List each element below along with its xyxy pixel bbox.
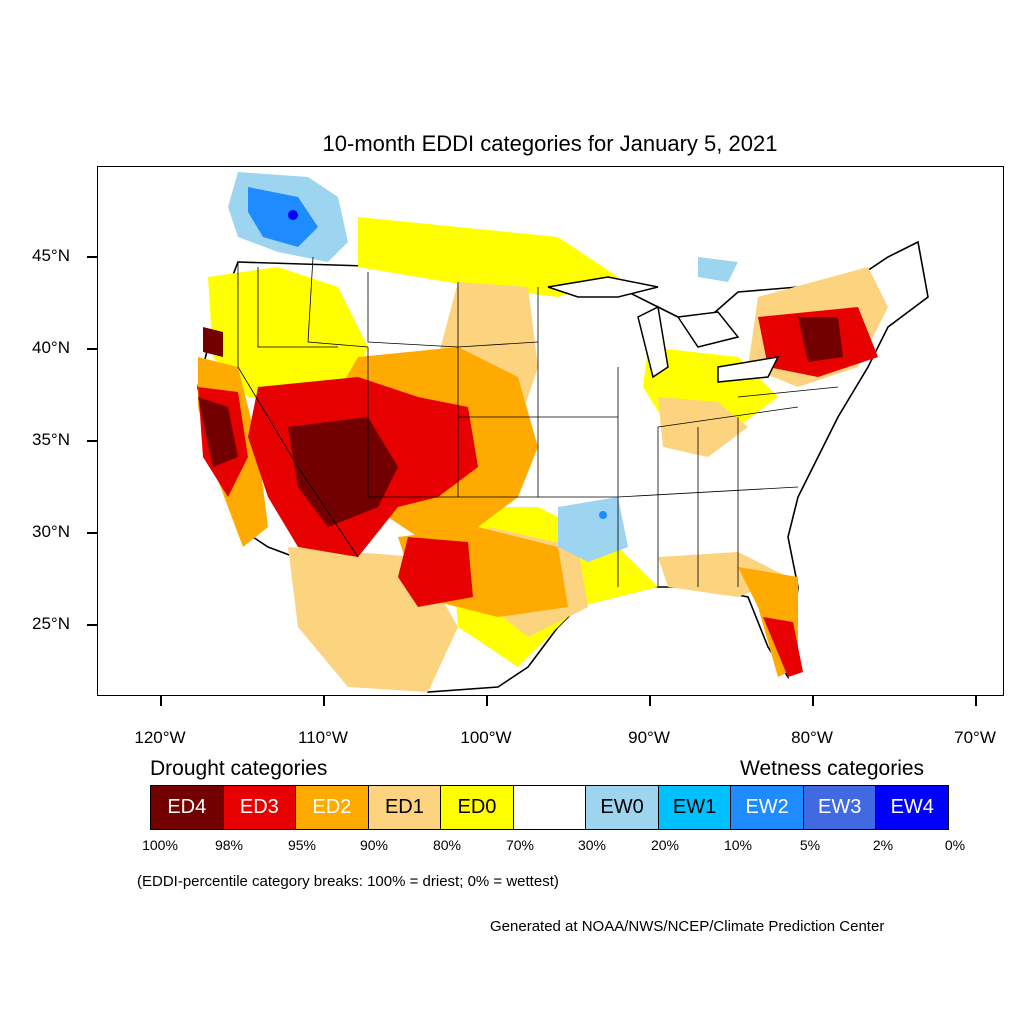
legend-swatch-ew1: EW1 <box>658 786 732 829</box>
wetness-categories-heading: Wetness categories <box>740 757 925 780</box>
map-title: 10-month EDDI categories for January 5, … <box>322 131 778 156</box>
credit-line: Generated at NOAA/NWS/NCEP/Climate Predi… <box>490 918 885 935</box>
ed4-oregon <box>203 327 223 357</box>
legend-color-bar: ED4 ED3 ED2 ED1 ED0 EW0 EW1 EW2 EW3 EW4 <box>150 785 949 830</box>
ed1-ohio <box>658 397 748 457</box>
break-label: 0% <box>944 837 966 853</box>
break-label: 95% <box>287 837 317 853</box>
legend-label: ED1 <box>384 796 424 818</box>
legend-label: ED4 <box>167 796 207 818</box>
ed3-texas-panhandle <box>398 537 473 607</box>
legend-swatch-ew2: EW2 <box>731 786 804 829</box>
ed4-california <box>198 397 238 467</box>
lat-tick <box>87 440 97 442</box>
wet-area-arkansas <box>558 497 628 562</box>
legend-label: ED0 <box>457 796 497 818</box>
lon-label-90w: 90°W <box>628 728 670 747</box>
break-label: 100% <box>142 837 178 853</box>
legend-swatch-ew4: EW4 <box>876 786 949 829</box>
wet-spot-arkansas <box>599 511 607 519</box>
lon-tick <box>975 696 977 706</box>
ed4-new-york <box>798 317 843 362</box>
legend-label: EW2 <box>745 796 789 818</box>
break-label: 20% <box>650 837 680 853</box>
lat-label-45n: 45°N <box>32 246 70 265</box>
legend-label: EW1 <box>672 796 717 818</box>
lon-label-100w: 100°W <box>460 728 512 747</box>
legend-label: EW4 <box>890 796 934 818</box>
legend-label: EW0 <box>600 796 644 818</box>
lon-tick <box>812 696 814 706</box>
lon-tick <box>649 696 651 706</box>
wet-area-lake-superior <box>698 257 738 282</box>
ed0-north-plains <box>358 217 618 297</box>
legend-swatch-neutral <box>513 786 587 829</box>
break-label: 90% <box>359 837 389 853</box>
legend-swatch-ed0: ED0 <box>441 786 514 829</box>
break-label: 30% <box>577 837 607 853</box>
break-label: 10% <box>723 837 753 853</box>
lon-tick <box>160 696 162 706</box>
legend-swatch-ew3: EW3 <box>803 786 877 829</box>
lat-label-30n: 30°N <box>32 522 70 541</box>
lon-label-110w: 110°W <box>298 728 348 747</box>
wet-area-northwest-strong <box>248 187 318 247</box>
break-label: 5% <box>799 837 821 853</box>
wet-spot-nw <box>288 210 298 220</box>
drought-categories-heading: Drought categories <box>150 757 328 780</box>
ed3-florida <box>763 617 803 677</box>
break-label: 2% <box>872 837 894 853</box>
lat-tick <box>87 532 97 534</box>
lat-label-35n: 35°N <box>32 430 70 449</box>
lat-tick <box>87 348 97 350</box>
ed4-great-basin <box>288 417 398 527</box>
lon-tick <box>486 696 488 706</box>
break-label: 70% <box>505 837 535 853</box>
lon-label-70w: 70°W <box>954 728 996 747</box>
lon-tick <box>323 696 325 706</box>
state-boundaries <box>237 256 839 587</box>
lon-label-120w: 120°W <box>134 728 186 747</box>
conus-map <box>197 172 929 693</box>
legend-swatch-ed4: ED4 <box>151 786 224 829</box>
legend-label: ED2 <box>312 796 352 818</box>
lon-label-80w: 80°W <box>791 728 833 747</box>
break-label: 98% <box>214 837 244 853</box>
lat-label-40n: 40°N <box>32 338 70 357</box>
break-label: 80% <box>432 837 462 853</box>
great-lakes <box>547 276 780 383</box>
lat-label-25n: 25°N <box>32 614 70 633</box>
legend-swatch-ed3: ED3 <box>223 786 297 829</box>
map-frame <box>97 166 1004 696</box>
legend-swatch-ed1: ED1 <box>368 786 442 829</box>
ed0-west <box>208 267 368 407</box>
lat-tick <box>87 256 97 258</box>
lat-tick <box>87 624 97 626</box>
legend-label: EW3 <box>818 796 862 818</box>
legend-swatch-ew0: EW0 <box>586 786 659 829</box>
legend-swatch-ed2: ED2 <box>296 786 369 829</box>
legend-label: ED3 <box>239 796 279 818</box>
category-breaks-note: (EDDI-percentile category breaks: 100% =… <box>137 873 559 890</box>
